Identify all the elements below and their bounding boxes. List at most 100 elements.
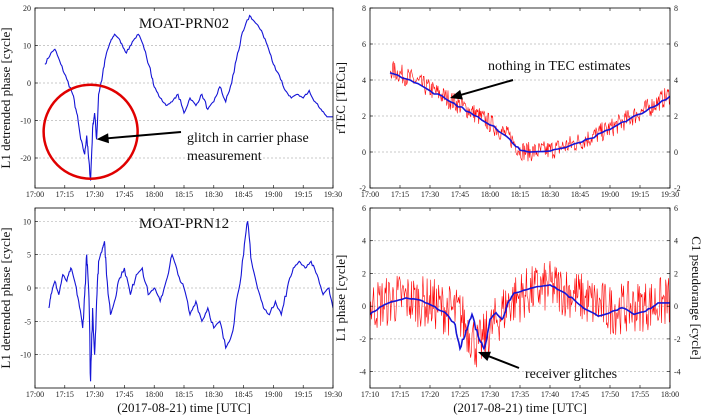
series-line-p1-0 xyxy=(44,14,333,181)
y-tick-label: 10 xyxy=(23,217,31,226)
x-tick-label: 19:00 xyxy=(264,390,282,399)
annotation-arrow xyxy=(457,79,514,97)
y-tick-label: 8 xyxy=(362,4,366,13)
x-tick-label: 17:00 xyxy=(26,190,44,199)
y-tick-label: 4 xyxy=(362,237,366,246)
y-tick-label-right: -4 xyxy=(674,368,681,377)
annotation-arrowhead xyxy=(96,133,109,144)
x-tick-label: 17:55 xyxy=(631,390,649,399)
x-tick-label: 18:45 xyxy=(234,390,252,399)
x-tick-label: 17:15 xyxy=(391,390,409,399)
x-tick-label: 18:30 xyxy=(205,190,223,199)
x-tick-label: 18:00 xyxy=(481,190,499,199)
series-line-p4-0 xyxy=(370,260,670,368)
x-tick-label: 17:00 xyxy=(361,190,379,199)
series-line-p3-0 xyxy=(48,221,333,382)
y-tick-label: -2 xyxy=(359,335,366,344)
y-tick-label: -4 xyxy=(359,368,366,377)
series-line-p4-1 xyxy=(370,284,670,352)
y-axis-label: L1 detrended phase [cycle] xyxy=(0,227,13,368)
y-axis-label: L1 phase [cycle] xyxy=(333,255,348,342)
plot-frame xyxy=(34,207,334,389)
series-line-p2-1 xyxy=(389,72,670,153)
highlight-circle xyxy=(42,83,139,180)
y-tick-label: 2 xyxy=(362,112,366,121)
x-tick-label: 17:25 xyxy=(451,390,469,399)
y-axis-label-right: C1 pseudorange [cycle] xyxy=(689,236,701,359)
x-tick-label: 17:40 xyxy=(541,390,559,399)
annotation-arrow xyxy=(104,131,182,140)
x-tick-label: 18:45 xyxy=(234,190,252,199)
y-tick-label-right: 4 xyxy=(674,76,678,85)
y-tick-label-right: 0 xyxy=(674,148,678,157)
annotation-text: measurement xyxy=(187,149,262,164)
annotation-arrowhead xyxy=(450,89,463,100)
x-axis-label-right: (2017-08-21) time [UTC] xyxy=(453,400,587,415)
x-tick-label: 17:35 xyxy=(511,390,529,399)
x-tick-label: 18:15 xyxy=(511,190,529,199)
chart-p2: 17:00 17:15 17:30 17:45 18:00 18:15 18:30 18:45… xyxy=(333,4,681,199)
annotation-arrow xyxy=(485,353,520,369)
chart-p1: 17:00 17:15 17:30 17:45 18:00 18:15 18:30 18:45… xyxy=(0,4,342,199)
x-tick-label: 19:30 xyxy=(324,190,342,199)
x-tick-label: 17:45 xyxy=(571,390,589,399)
y-tick-label: 0 xyxy=(27,284,31,293)
y-tick-label: 10 xyxy=(23,42,31,51)
y-tick-label: 0 xyxy=(362,148,366,157)
x-tick-label: 19:15 xyxy=(631,190,649,199)
y-tick-label: 6 xyxy=(362,204,366,213)
x-tick-label: 17:15 xyxy=(56,190,74,199)
annotation-text: receiver glitches xyxy=(525,367,617,382)
y-tick-label: -20 xyxy=(20,154,31,163)
y-tick-label-right: 2 xyxy=(674,269,678,278)
x-tick-label: 17:45 xyxy=(115,390,133,399)
x-tick-label: 17:45 xyxy=(451,190,469,199)
x-tick-label: 18:45 xyxy=(571,190,589,199)
y-tick-label: 0 xyxy=(362,302,366,311)
annotation-text: glitch in carrier phase xyxy=(187,131,309,146)
x-tick-label: 17:20 xyxy=(421,390,439,399)
y-tick-label-right: 6 xyxy=(674,40,678,49)
y-tick-label: -2 xyxy=(359,184,366,193)
x-tick-label: 19:00 xyxy=(601,190,619,199)
x-tick-label: 18:30 xyxy=(205,390,223,399)
y-tick-label: -5 xyxy=(24,317,31,326)
annotation-text: nothing in TEC estimates xyxy=(488,59,630,74)
annotation-arrowhead xyxy=(478,351,491,362)
x-tick-label: 19:15 xyxy=(294,190,312,199)
y-tick-label-right: 8 xyxy=(674,4,678,13)
y-tick-label-right: 0 xyxy=(674,302,678,311)
x-tick-label: 17:30 xyxy=(421,190,439,199)
y-tick-label: 4 xyxy=(362,76,366,85)
y-tick-label-right: -2 xyxy=(674,184,681,193)
x-tick-label: 19:30 xyxy=(661,190,679,199)
x-tick-label: 18:30 xyxy=(541,190,559,199)
y-tick-label: -10 xyxy=(20,117,31,126)
y-tick-label: 2 xyxy=(362,269,366,278)
x-axis-label-left: (2017-08-21) time [UTC] xyxy=(117,400,251,415)
chart-p3: 17:00 17:15 17:30 17:45 18:00 18:15 18:30 18:45… xyxy=(0,207,342,399)
y-tick-label: 0 xyxy=(27,79,31,88)
x-tick-label: 18:15 xyxy=(175,190,193,199)
x-tick-label: 17:30 xyxy=(481,390,499,399)
chart-title: MOAT-PRN12 xyxy=(139,216,229,232)
series-line-p2-0 xyxy=(390,61,670,162)
x-tick-label: 17:50 xyxy=(601,390,619,399)
x-tick-label: 18:00 xyxy=(145,390,163,399)
y-axis-label: L1 detrended phase [cycle] xyxy=(0,27,13,168)
x-tick-label: 18:00 xyxy=(145,190,163,199)
x-tick-label: 19:15 xyxy=(294,390,312,399)
y-tick-label-right: -2 xyxy=(674,335,681,344)
y-tick-label-right: 2 xyxy=(674,112,678,121)
y-tick-label: 5 xyxy=(27,251,31,260)
x-tick-label: 18:15 xyxy=(175,390,193,399)
x-tick-label: 17:15 xyxy=(391,190,409,199)
x-tick-label: 19:00 xyxy=(264,190,282,199)
x-tick-label: 17:30 xyxy=(85,190,103,199)
y-axis-label: rTEC [TECu] xyxy=(333,62,348,134)
x-tick-label: 17:10 xyxy=(361,390,379,399)
x-tick-label: 17:30 xyxy=(85,390,103,399)
y-tick-label: 6 xyxy=(362,40,366,49)
